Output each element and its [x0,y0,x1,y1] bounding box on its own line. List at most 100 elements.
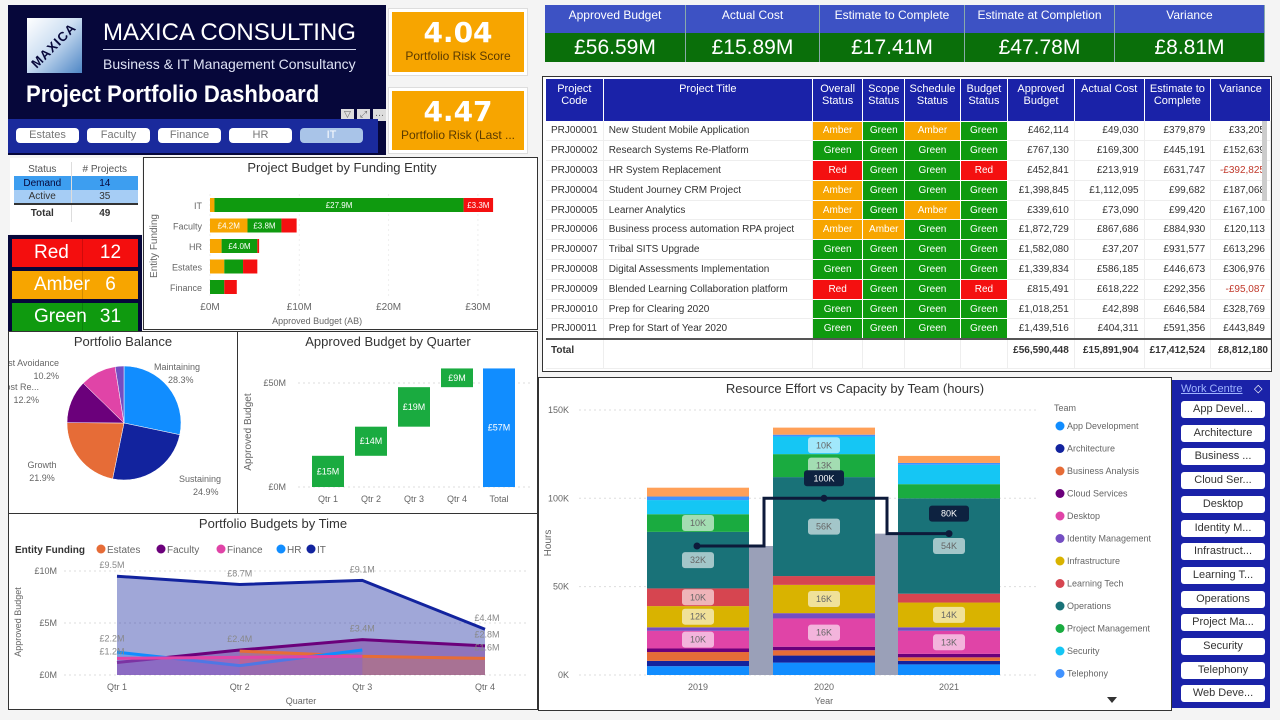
bar-segment-architecture[interactable] [773,655,875,663]
table-row[interactable]: PRJ00002 Research Systems Re-Platform Gree… [546,140,1271,162]
table-row[interactable]: PRJ00007 Tribal SITS Upgrade Green Green Gre… [546,239,1271,261]
bar-segment-cloud-services[interactable] [647,648,749,653]
more-options-icon[interactable]: … [373,109,386,121]
bar-segment-green[interactable] [210,280,225,294]
bar-segment-telephony[interactable] [898,462,1000,465]
projects-header[interactable]: # Projects [82,163,127,175]
count-active[interactable]: 35 [99,191,111,202]
bar-segment-security[interactable] [647,500,749,515]
bar-segment-telephony[interactable] [773,434,875,437]
line-it[interactable] [116,574,486,631]
bar-segment-green[interactable] [247,218,282,233]
increase-bar[interactable] [441,368,473,388]
table-scrollbar[interactable] [1262,121,1267,201]
line-finance[interactable] [116,654,363,660]
table-row[interactable]: PRJ00010 Prep for Clearing 2020 Green Green… [546,298,1271,320]
capacity-point[interactable] [945,530,953,538]
rag-card-green[interactable]: Green 31 [12,303,138,331]
kpi-label[interactable]: Estimate at Completion [965,5,1114,33]
column-header-approved-budget[interactable]: Approved Budget [1007,79,1075,121]
bar-segment-business-analysis[interactable] [647,652,749,661]
legend-scroll-down-icon[interactable] [1107,697,1117,703]
pie-slice[interactable] [114,365,125,424]
bar-segment-security[interactable] [898,464,1000,485]
bar-segment-identity-management[interactable] [898,627,1000,631]
increase-bar[interactable] [355,426,387,456]
bar-segment-app-development[interactable] [898,664,1000,675]
increase-bar[interactable] [312,455,344,487]
bar-segment-cloud-services[interactable] [773,646,875,651]
total-bar[interactable] [483,368,515,487]
bar-segment-cloud-services[interactable] [898,653,1000,658]
bar-segment-red[interactable] [224,280,237,294]
column-header-overall-status[interactable]: Overall Status [812,79,864,121]
slicer-button-hr[interactable]: HR [229,128,292,143]
bar-segment-red[interactable] [257,239,260,253]
bar-segment-learning-tech[interactable] [898,593,1000,603]
work-centre-item[interactable]: Architecture [1181,424,1265,442]
table-row[interactable]: PRJ00011 Prep for Start of Year 2020 Green… [546,318,1271,340]
bar-segment-red[interactable] [463,198,494,212]
bar-segment-red[interactable] [281,218,297,233]
kpi-label[interactable]: Approved Budget [545,5,685,33]
bar-segment-identity-management[interactable] [773,613,875,619]
column-header-variance[interactable]: Variance [1210,79,1271,121]
bar-segment-telephony[interactable] [647,496,749,501]
increase-bar[interactable] [398,387,430,427]
status-active[interactable]: Active [14,190,72,204]
work-centre-item[interactable]: Operations [1181,590,1265,608]
slicer-button-it[interactable]: IT [300,128,363,143]
focus-mode-icon[interactable]: ⤢ [357,109,370,121]
capacity-point[interactable] [820,494,828,502]
bar-segment-amber[interactable] [210,198,215,212]
bar-segment-identity-management[interactable] [647,627,749,631]
bar-segment-amber[interactable] [210,259,225,274]
status-header[interactable]: Status [14,162,72,176]
bar-segment-green[interactable] [214,198,464,212]
bar-segment-app-development[interactable] [773,662,875,675]
rag-card-red[interactable]: Red 12 [12,239,138,267]
column-header-budget-status[interactable]: Budget Status [960,79,1009,121]
bar-segment-business-analysis[interactable] [898,657,1000,661]
work-centre-item[interactable]: Telephony [1181,661,1265,679]
work-centre-item[interactable]: Project Ma... [1181,614,1265,632]
pie-slice[interactable] [66,422,125,480]
bar-segment-green[interactable] [224,259,244,274]
table-row[interactable]: PRJ00001 New Student Mobile Application Am… [546,120,1271,142]
bar-segment-business-analysis[interactable] [773,650,875,656]
slicer-button-estates[interactable]: Estates [16,128,79,143]
table-row[interactable]: PRJ00006 Business process automation RPA … [546,219,1271,241]
work-centre-item[interactable]: Security [1181,638,1265,655]
work-centre-item[interactable]: Desktop [1181,495,1265,513]
work-centre-item[interactable]: Identity M... [1181,519,1265,537]
bar-segment-other[interactable] [773,427,875,435]
table-row[interactable]: PRJ00008 Digital Assessments Implementati… [546,259,1271,280]
column-header-estimate-to-complete[interactable]: Estimate to Complete [1144,79,1212,121]
capacity-point[interactable] [693,542,701,550]
count-demand[interactable]: 14 [99,177,111,189]
table-row[interactable]: PRJ00009 Blended Learning Collaboration p… [546,278,1271,300]
table-row[interactable]: PRJ00003 HR System Replacement Red Green Gre… [546,160,1271,181]
column-header-actual-cost[interactable]: Actual Cost [1074,79,1145,121]
work-centre-item[interactable]: Web Deve... [1181,685,1265,703]
table-row[interactable]: PRJ00004 Student Journey CRM Project Amber… [546,179,1271,201]
rag-card-amber[interactable]: Amber 6 [12,271,138,299]
bar-segment-amber[interactable] [210,218,248,233]
line-faculty[interactable] [116,638,486,665]
bar-segment-red[interactable] [243,259,258,274]
slicer-button-faculty[interactable]: Faculty [87,128,150,143]
column-header-project-code[interactable]: Project Code [546,79,604,121]
kpi-label[interactable]: Estimate to Complete [820,5,964,33]
work-centre-item[interactable]: Cloud Ser... [1181,472,1265,490]
eraser-icon[interactable]: ◇ [1254,382,1263,395]
bar-segment-architecture[interactable] [898,660,1000,665]
bar-segment-architecture[interactable] [647,660,749,667]
bar-segment-project-management[interactable] [898,484,1000,499]
column-header-schedule-status[interactable]: Schedule Status [904,79,961,121]
kpi-label[interactable]: Actual Cost [686,5,819,33]
bar-segment-green[interactable] [221,239,258,253]
kpi-label[interactable]: Variance [1115,5,1264,33]
column-header-scope-status[interactable]: Scope Status [862,79,906,121]
work-centre-item[interactable]: Business ... [1181,448,1265,466]
bar-segment-learning-tech[interactable] [773,576,875,585]
